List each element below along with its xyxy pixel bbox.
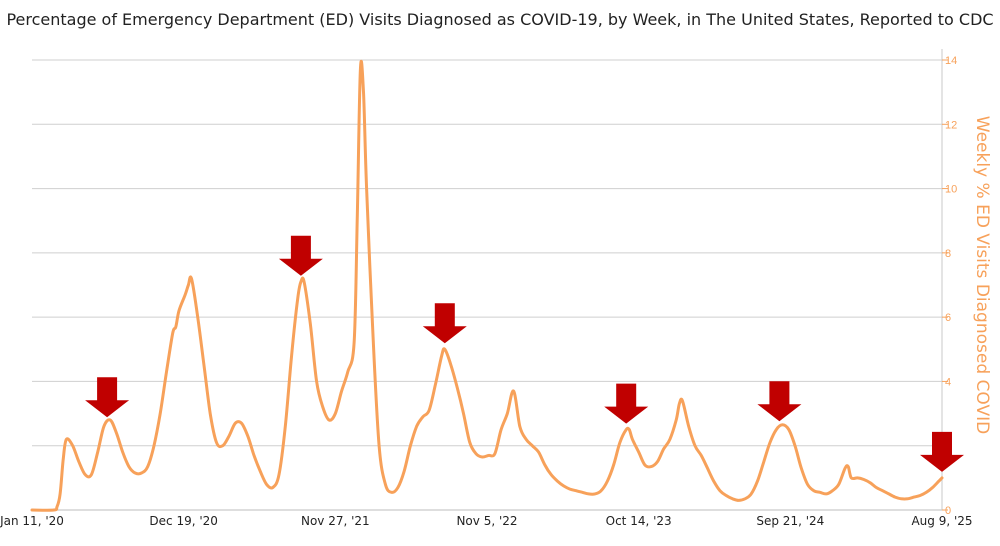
x-tick-label: Jan 11, '20 <box>0 514 64 528</box>
arrow-markers <box>85 235 964 472</box>
y-axis-title: Weekly % ED Visits Diagnosed COVID <box>972 116 992 434</box>
chart-title: Percentage of Emergency Department (ED) … <box>6 10 994 29</box>
gridlines <box>32 59 942 511</box>
arrow-marker <box>422 303 467 344</box>
y-tick-label: 8 <box>945 248 951 260</box>
y-tick-label: 0 <box>945 505 951 517</box>
arrow-marker <box>85 377 130 418</box>
y-tick-label: 4 <box>945 376 951 388</box>
series-line <box>30 60 944 512</box>
x-tick-label: Aug 9, '25 <box>911 514 972 528</box>
x-tick-label: Sep 21, '24 <box>756 514 824 528</box>
y-tick-label: 14 <box>945 55 957 67</box>
arrow-marker <box>920 431 964 472</box>
arrow-marker <box>757 381 802 422</box>
y-tick-label: 12 <box>945 119 957 131</box>
arrow-marker <box>604 383 649 424</box>
x-tick-label: Oct 14, '23 <box>606 514 672 528</box>
x-tick-label: Dec 19, '20 <box>149 514 218 528</box>
x-axis-ticks: Jan 11, '20 Dec 19, '20 Nov 27, '21 Nov 5, … <box>0 514 973 528</box>
y-tick-label: 10 <box>945 184 957 196</box>
arrow-marker <box>278 235 323 276</box>
y-tick-label: 6 <box>945 312 951 324</box>
x-tick-label: Nov 5, '22 <box>456 514 517 528</box>
x-tick-label: Nov 27, '21 <box>301 514 370 528</box>
